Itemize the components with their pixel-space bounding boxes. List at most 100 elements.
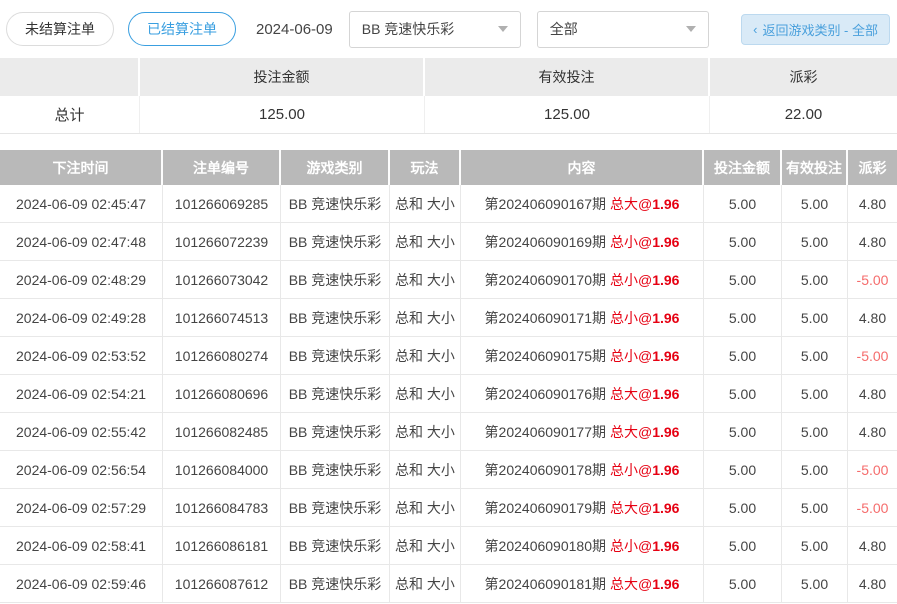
table-row: 2024-06-09 02:56:54 101266084000 BB 竞速快乐… xyxy=(0,451,897,489)
odds-value: 1.96 xyxy=(652,195,680,212)
valid-bet-cell: 5.00 xyxy=(782,223,848,260)
payout-cell: -5.00 xyxy=(856,271,889,288)
game-category-cell: BB 竞速快乐彩 xyxy=(281,413,390,450)
bet-pick: 总大 xyxy=(609,423,638,440)
chevron-down-icon xyxy=(497,26,508,32)
play-type-cell: 总和 大小 xyxy=(390,337,461,374)
period-number: 第202406090180期 xyxy=(484,537,606,554)
at-symbol: @ xyxy=(637,271,653,288)
at-symbol: @ xyxy=(637,461,653,478)
summary-header-row: 投注金额 有效投注 派彩 xyxy=(0,58,897,96)
bet-pick: 总小 xyxy=(609,347,638,364)
order-id-cell: 101266084783 xyxy=(163,489,281,526)
period-number: 第202406090179期 xyxy=(484,499,606,516)
at-symbol: @ xyxy=(637,233,653,250)
bet-amount-cell: 5.00 xyxy=(704,261,782,298)
odds-value: 1.96 xyxy=(652,271,680,288)
payout-cell: 4.80 xyxy=(858,233,887,250)
order-id-cell: 101266080274 xyxy=(163,337,281,374)
play-type-cell: 总和 大小 xyxy=(390,223,461,260)
tab-unsettled-orders[interactable]: 未结算注单 xyxy=(6,12,114,46)
content-cell: 第202406090181期 总大 @ 1.96 xyxy=(461,565,704,602)
bet-amount-cell: 5.00 xyxy=(704,489,782,526)
period-number: 第202406090171期 xyxy=(484,309,606,326)
game-category-cell: BB 竞速快乐彩 xyxy=(281,223,390,260)
payout-cell: -5.00 xyxy=(856,347,889,364)
play-type-cell: 总和 大小 xyxy=(390,375,461,412)
game-category-cell: BB 竞速快乐彩 xyxy=(281,299,390,336)
content-cell: 第202406090169期 总小 @ 1.96 xyxy=(461,223,704,260)
period-number: 第202406090177期 xyxy=(484,423,606,440)
bet-time-cell: 2024-06-09 02:45:47 xyxy=(0,185,163,222)
table-row: 2024-06-09 02:57:29 101266084783 BB 竞速快乐… xyxy=(0,489,897,527)
col-header-game-category: 游戏类别 xyxy=(281,150,390,185)
payout-cell: 4.80 xyxy=(858,195,887,212)
at-symbol: @ xyxy=(637,575,653,592)
valid-bet-cell: 5.00 xyxy=(782,413,848,450)
order-id-cell: 101266086181 xyxy=(163,527,281,564)
order-id-cell: 101266074513 xyxy=(163,299,281,336)
bet-time-cell: 2024-06-09 02:57:29 xyxy=(0,489,163,526)
content-cell: 第202406090167期 总大 @ 1.96 xyxy=(461,185,704,222)
table-row: 2024-06-09 02:47:48 101266072239 BB 竞速快乐… xyxy=(0,223,897,261)
bet-amount-cell: 5.00 xyxy=(704,527,782,564)
col-header-bet-amount: 投注金额 xyxy=(704,150,782,185)
bet-pick: 总小 xyxy=(609,537,638,554)
period-number: 第202406090167期 xyxy=(484,195,606,212)
summary-header-payout: 派彩 xyxy=(789,69,818,85)
valid-bet-cell: 5.00 xyxy=(782,489,848,526)
bet-time-cell: 2024-06-09 02:59:46 xyxy=(0,565,163,602)
table-row: 2024-06-09 02:58:41 101266086181 BB 竞速快乐… xyxy=(0,527,897,565)
table-row: 2024-06-09 02:49:28 101266074513 BB 竞速快乐… xyxy=(0,299,897,337)
bet-amount-cell: 5.00 xyxy=(704,223,782,260)
period-number: 第202406090178期 xyxy=(484,461,606,478)
filter-select[interactable]: 全部 xyxy=(536,10,709,48)
content-cell: 第202406090171期 总小 @ 1.96 xyxy=(461,299,704,336)
bet-time-cell: 2024-06-09 02:48:29 xyxy=(0,261,163,298)
content-cell: 第202406090170期 总小 @ 1.96 xyxy=(461,261,704,298)
summary-header-bet-amount: 投注金额 xyxy=(140,58,425,96)
bet-pick: 总小 xyxy=(609,309,638,326)
bet-time-cell: 2024-06-09 02:47:48 xyxy=(0,223,163,260)
order-id-cell: 101266072239 xyxy=(163,223,281,260)
game-category-cell: BB 竞速快乐彩 xyxy=(281,375,390,412)
col-header-order-id: 注单编号 xyxy=(163,150,281,185)
table-header-row: 下注时间 注单编号 游戏类别 玩法 内容 投注金额 有效投注 派彩 xyxy=(0,150,897,185)
at-symbol: @ xyxy=(637,347,653,364)
game-category-cell: BB 竞速快乐彩 xyxy=(281,185,390,222)
back-to-game-category-button[interactable]: ‹ 返回游戏类别 - 全部 xyxy=(741,13,890,45)
period-number: 第202406090170期 xyxy=(484,271,606,288)
order-id-cell: 101266073042 xyxy=(163,261,281,298)
summary-total-bet-amount: 125.00 xyxy=(140,96,425,133)
bet-amount-cell: 5.00 xyxy=(704,337,782,374)
valid-bet-cell: 5.00 xyxy=(782,337,848,374)
order-id-cell: 101266084000 xyxy=(163,451,281,488)
play-type-cell: 总和 大小 xyxy=(390,185,461,222)
col-header-payout: 派彩 xyxy=(858,159,887,176)
tab-settled-orders[interactable]: 已结算注单 xyxy=(128,12,236,46)
at-symbol: @ xyxy=(637,537,653,554)
period-number: 第202406090176期 xyxy=(484,385,606,402)
summary-total-label: 总计 xyxy=(0,96,140,133)
summary-header-empty xyxy=(0,58,140,96)
chevron-down-icon xyxy=(685,26,696,32)
content-cell: 第202406090178期 总小 @ 1.96 xyxy=(461,451,704,488)
toolbar: 未结算注单 已结算注单 2024-06-09 BB 竞速快乐彩 全部 ‹ 返回游… xyxy=(0,0,897,58)
odds-value: 1.96 xyxy=(652,423,680,440)
content-cell: 第202406090175期 总小 @ 1.96 xyxy=(461,337,704,374)
col-header-valid-bet: 有效投注 xyxy=(782,150,848,185)
at-symbol: @ xyxy=(637,499,653,516)
valid-bet-cell: 5.00 xyxy=(782,261,848,298)
summary-total-valid-bet: 125.00 xyxy=(425,96,710,133)
at-symbol: @ xyxy=(637,385,653,402)
game-category-cell: BB 竞速快乐彩 xyxy=(281,451,390,488)
at-symbol: @ xyxy=(637,195,653,212)
game-select[interactable]: BB 竞速快乐彩 xyxy=(348,10,521,48)
valid-bet-cell: 5.00 xyxy=(782,451,848,488)
odds-value: 1.96 xyxy=(652,575,680,592)
play-type-cell: 总和 大小 xyxy=(390,261,461,298)
bet-pick: 总大 xyxy=(609,575,638,592)
table-row: 2024-06-09 02:48:29 101266073042 BB 竞速快乐… xyxy=(0,261,897,299)
payout-cell: -5.00 xyxy=(856,499,889,516)
at-symbol: @ xyxy=(637,309,653,326)
